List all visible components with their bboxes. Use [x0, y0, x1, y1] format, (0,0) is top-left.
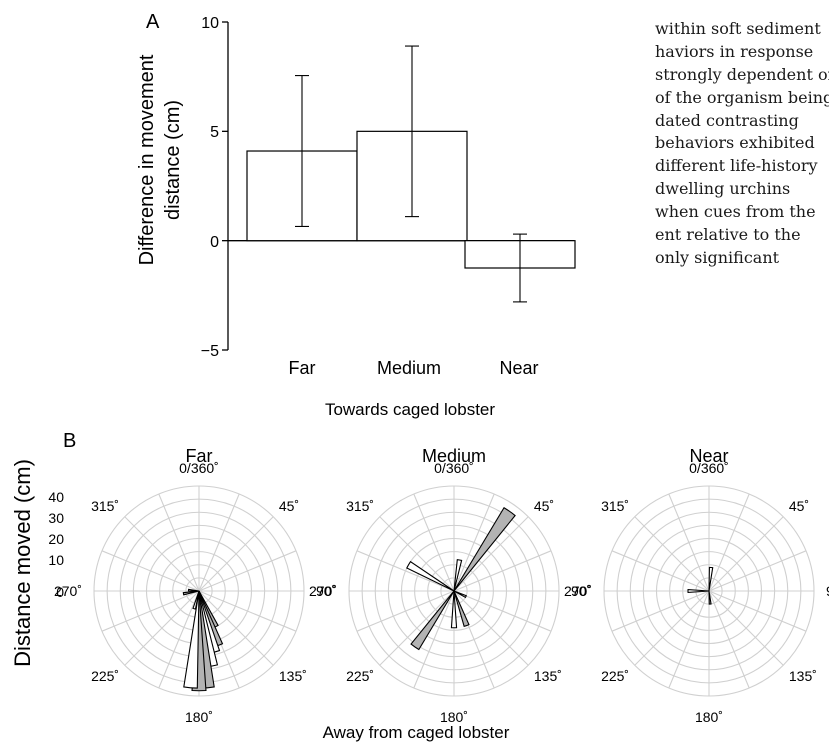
- body-text-line: within soft sediment: [655, 19, 821, 38]
- panel-label-b: B: [63, 430, 76, 452]
- angle-label: 270˚: [309, 583, 337, 599]
- wedge: [708, 566, 714, 592]
- x-tick-label-near: Near: [499, 358, 538, 378]
- y-tick-label: −5: [201, 343, 219, 360]
- body-text-line: of the organism being: [655, 87, 829, 107]
- body-text-line: when cues from the: [655, 202, 816, 222]
- y-axis-label-line-1: Difference in movement: [136, 54, 158, 265]
- angle-label: 135˚: [534, 668, 562, 684]
- wedges: [406, 506, 516, 651]
- wedge: [406, 560, 455, 592]
- angle-label: 0/360˚: [179, 460, 219, 476]
- wedge: [453, 506, 516, 592]
- wedge: [187, 588, 200, 592]
- wedges: [182, 588, 224, 692]
- polar-title: Medium: [422, 446, 486, 466]
- angle-label: 135˚: [789, 668, 817, 684]
- radial-tick-label: 10: [48, 552, 64, 568]
- wedge: [453, 559, 463, 592]
- error-bar-medium: [405, 45, 419, 218]
- angle-label: 45˚: [534, 498, 554, 514]
- angle-label: 225˚: [346, 668, 374, 684]
- radial-tick-label: 0: [56, 584, 64, 600]
- error-bar-near: [513, 233, 527, 303]
- wedge: [183, 590, 200, 689]
- error-bar-far: [295, 75, 309, 228]
- angle-label: 135˚: [279, 668, 307, 684]
- x-axis-label-b: Away from caged lobster: [323, 723, 510, 742]
- angle-label: 315˚: [91, 498, 119, 514]
- angle-label: 45˚: [789, 498, 809, 514]
- wedge: [410, 590, 455, 651]
- angle-label: 315˚: [601, 498, 629, 514]
- panel-b-polar-plots: B Distance moved (cm) 40 30 20 10 0 Far0…: [10, 430, 829, 742]
- angle-label: 0/360˚: [689, 460, 729, 476]
- angle-label: 225˚: [601, 668, 629, 684]
- wedge: [453, 590, 467, 599]
- panel-a-bar-chart: A Difference in movement distance (cm) 1…: [136, 11, 576, 419]
- angle-label: 90˚: [316, 583, 336, 599]
- radial-tick-label: 30: [48, 510, 64, 526]
- radial-tick-labels: 40 30 20 10 0: [48, 489, 64, 600]
- wedge: [687, 588, 710, 594]
- y-tick-label: 0: [210, 234, 219, 251]
- angle-label: 270˚: [564, 583, 592, 599]
- angle-label: 0/360˚: [434, 460, 474, 476]
- wedge: [708, 590, 712, 605]
- body-text-line: dwelling urchins: [655, 179, 791, 199]
- polar-title: Near: [689, 446, 728, 466]
- body-text-line: dated contrasting: [655, 110, 799, 130]
- body-text-column: within soft sediment haviors in response…: [655, 18, 829, 270]
- error-bars: [295, 45, 527, 303]
- body-text-line: only significant: [655, 247, 780, 267]
- angle-label: 315˚: [346, 498, 374, 514]
- body-text-line: haviors in response: [655, 41, 814, 61]
- panel-label-a: A: [146, 11, 160, 33]
- body-text-line: behaviors exhibited: [655, 133, 815, 153]
- angle-label: 180˚: [185, 709, 213, 725]
- angle-label: 180˚: [440, 709, 468, 725]
- y-tick-label: 5: [210, 124, 219, 141]
- wedge: [450, 590, 458, 629]
- body-text-line: strongly dependent on: [655, 64, 829, 84]
- y-axis-label-line-2: distance (cm): [162, 100, 184, 220]
- x-tick-labels: Far Medium Near: [289, 358, 539, 378]
- y-tick-labels: 10 5 0 −5: [201, 15, 219, 360]
- body-text-line: different life-history: [655, 156, 818, 176]
- angle-label: 45˚: [279, 498, 299, 514]
- angle-label: 225˚: [91, 668, 119, 684]
- wedge: [453, 590, 470, 628]
- angle-label: 90˚: [571, 583, 591, 599]
- angle-label: 90˚: [826, 583, 829, 599]
- wedge: [192, 590, 200, 610]
- angle-label: 180˚: [695, 709, 723, 725]
- bars: [246, 130, 576, 269]
- x-axis-label-a: Towards caged lobster: [325, 400, 495, 419]
- x-tick-label-medium: Medium: [377, 358, 441, 378]
- radial-tick-label: 20: [48, 531, 64, 547]
- polar-grid: [603, 485, 815, 697]
- y-tick-label: 10: [201, 15, 219, 32]
- y-axis-label-b: Distance moved (cm): [10, 459, 35, 667]
- body-text-line: ent relative to the: [655, 225, 801, 245]
- radial-tick-label: 40: [48, 489, 64, 505]
- angle-label: 270˚: [54, 583, 82, 599]
- wedges: [687, 566, 714, 605]
- polar-title: Far: [186, 446, 213, 466]
- wedge: [182, 590, 200, 596]
- x-tick-label-far: Far: [289, 358, 316, 378]
